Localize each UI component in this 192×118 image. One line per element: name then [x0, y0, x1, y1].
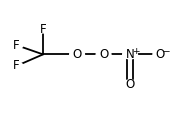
Circle shape	[153, 50, 168, 59]
Circle shape	[96, 50, 111, 59]
Circle shape	[123, 50, 137, 59]
Text: F: F	[40, 23, 46, 36]
Circle shape	[70, 50, 84, 59]
Circle shape	[37, 25, 49, 33]
Circle shape	[123, 80, 137, 89]
Text: O: O	[125, 78, 135, 91]
Text: O: O	[156, 48, 165, 61]
Text: F: F	[13, 59, 20, 72]
Circle shape	[10, 62, 23, 70]
Text: N: N	[126, 48, 134, 61]
Text: F: F	[13, 39, 20, 52]
Text: O: O	[72, 48, 82, 61]
Text: O: O	[99, 48, 108, 61]
Text: −: −	[162, 47, 169, 56]
Circle shape	[10, 41, 23, 49]
Text: +: +	[132, 47, 139, 56]
